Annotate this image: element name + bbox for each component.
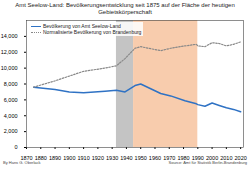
svg-text:12,000: 12,000 [1, 49, 18, 55]
svg-text:1970: 1970 [163, 155, 175, 160]
svg-text:1880: 1880 [35, 155, 47, 160]
svg-text:1930: 1930 [106, 155, 118, 160]
svg-text:1900: 1900 [63, 155, 75, 160]
svg-text:2020: 2020 [235, 155, 247, 160]
svg-text:1960: 1960 [149, 155, 161, 160]
svg-text:1870: 1870 [20, 155, 32, 160]
svg-text:1910: 1910 [77, 155, 89, 160]
svg-text:2000: 2000 [206, 155, 218, 160]
html-text:By Hans G. Oberlack: By Hans G. Oberlack [3, 160, 41, 165]
svg-text:2,000: 2,000 [4, 128, 18, 134]
svg-text:8,000: 8,000 [4, 81, 18, 87]
svg-text:1950: 1950 [135, 155, 147, 160]
svg-text:1920: 1920 [92, 155, 104, 160]
svg-text:1980: 1980 [177, 155, 189, 160]
html-text:Amt Seelow-Land: Bevölkerungse: Amt Seelow-Land: Bevölkerungsentwicklung… [15, 2, 235, 15]
svg-text:1940: 1940 [120, 155, 132, 160]
svg-text:4,000: 4,000 [4, 113, 18, 119]
svg-text:0: 0 [14, 144, 17, 150]
svg-text:14,000: 14,000 [1, 33, 18, 39]
svg-text:10,000: 10,000 [1, 65, 18, 71]
html-text:Normalisierte Bevölkerung von: Normalisierte Bevölkerung von Brandenbur… [43, 29, 142, 35]
svg-text:1990: 1990 [192, 155, 204, 160]
svg-text:1890: 1890 [49, 155, 61, 160]
html-text:Source: Amt für Statistik Berl: Source: Amt für Statistik Berlin-Branden… [168, 160, 247, 165]
html-text:Bevölkerung von Amt Seelow-Lan: Bevölkerung von Amt Seelow-Land [43, 23, 121, 29]
svg-text:2010: 2010 [220, 155, 232, 160]
svg-text:6,000: 6,000 [4, 97, 18, 103]
